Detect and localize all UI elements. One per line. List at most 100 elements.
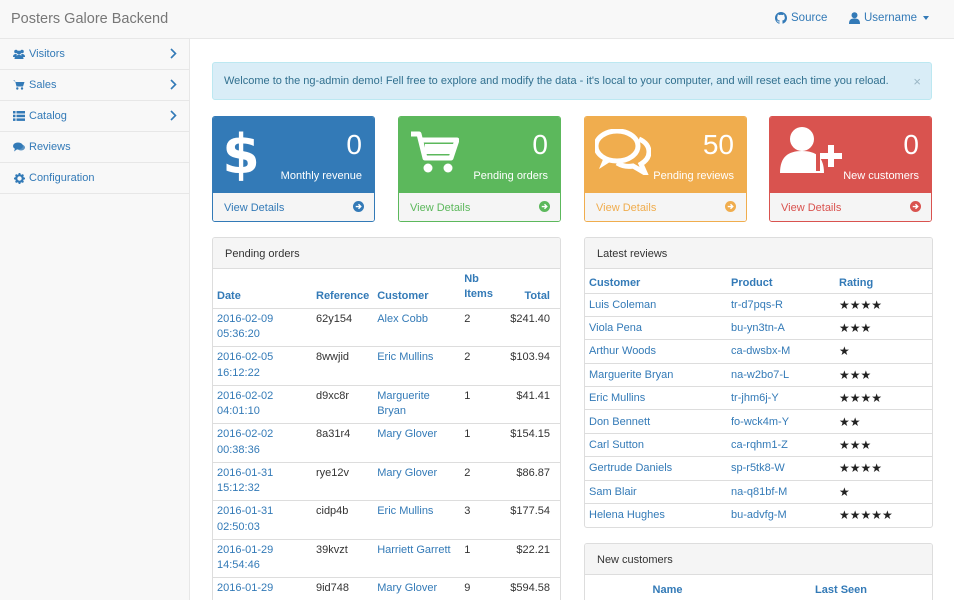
review-rating: ★★: [835, 409, 932, 434]
table-row: Arthur Woods ca-dwsbx-M ★: [585, 339, 932, 364]
review-customer[interactable]: Don Bennett: [585, 409, 727, 434]
sidebar-item-label: Catalog: [29, 110, 67, 122]
review-product[interactable]: na-q81bf-M: [727, 479, 835, 504]
sidebar-item-visitors[interactable]: Visitors: [0, 39, 189, 70]
review-rating: ★★★: [835, 315, 932, 340]
order-date[interactable]: 2016-02-05 16:12:22: [213, 346, 312, 385]
review-product[interactable]: tr-jhm6j-Y: [727, 386, 835, 410]
review-customer[interactable]: Helena Hughes: [585, 503, 727, 527]
order-customer[interactable]: Mary Glover: [373, 423, 461, 462]
column-header-nb-items[interactable]: Nb Items: [460, 269, 504, 308]
tile-value: 0: [532, 129, 548, 160]
view-details-link[interactable]: View Details: [213, 193, 374, 221]
review-rating: ★★★★: [835, 386, 932, 410]
column-header-date[interactable]: Date: [217, 289, 241, 302]
order-reference: 8a31r4: [312, 423, 374, 462]
order-customer-line1: Alex Cobb: [377, 312, 428, 325]
review-product[interactable]: fo-wck4m-Y: [727, 409, 835, 434]
list-icon: [13, 110, 25, 122]
review-customer[interactable]: Carl Sutton: [585, 432, 727, 457]
order-customer[interactable]: Harriett Garrett: [373, 538, 461, 578]
order-date-time: 14:54:46: [217, 559, 260, 571]
order-customer-line1: Mary Glover: [377, 428, 438, 440]
column-header-customer[interactable]: Customer: [377, 289, 429, 302]
order-date[interactable]: 2016-02-09 05:36:20: [213, 307, 312, 347]
tile-header: 0 Pending orders: [399, 117, 560, 193]
chevron-right-icon: [170, 110, 177, 121]
column-header-last-seen[interactable]: Last Seen: [815, 584, 867, 596]
review-product[interactable]: bu-yn3tn-A: [727, 315, 835, 340]
source-link[interactable]: Source: [775, 12, 827, 24]
order-date-time: 00:38:36: [217, 443, 260, 456]
order-customer[interactable]: Eric Mullins: [373, 346, 461, 385]
column-header-rating[interactable]: Rating: [839, 276, 874, 289]
review-product[interactable]: ca-rqhm1-Z: [727, 432, 835, 457]
order-date-day: 2016-02-02: [217, 389, 274, 402]
column-header-customer[interactable]: Customer: [589, 276, 641, 289]
comments-icon: [595, 129, 651, 175]
review-customer[interactable]: Marguerite Bryan: [585, 362, 727, 387]
order-date[interactable]: 2016-01-31 02:50:03: [213, 500, 312, 539]
order-customer-line1: Mary Glover: [377, 582, 438, 594]
review-customer[interactable]: Arthur Woods: [585, 339, 727, 364]
sidebar-item-label: Sales: [29, 79, 57, 91]
table-row: 2016-02-02 00:38:36 8a31r4 Mary Glover 1 $154…: [213, 423, 560, 462]
latest-reviews-table: Customer Product Rating Luis Coleman tr-d…: [585, 269, 932, 527]
order-customer[interactable]: Marguerite Bryan: [373, 384, 461, 424]
close-icon[interactable]: ×: [913, 74, 921, 89]
sidebar-item-catalog[interactable]: Catalog: [0, 101, 189, 132]
tile-label: Pending reviews: [653, 170, 734, 182]
order-customer[interactable]: Eric Mullins: [373, 500, 461, 539]
view-details-link[interactable]: View Details: [399, 193, 560, 221]
order-nb-items: 2: [460, 346, 505, 385]
sidebar-item-reviews[interactable]: Reviews: [0, 132, 189, 163]
review-product[interactable]: sp-r5tk8-W: [727, 456, 835, 481]
order-date-day: 2016-02-02: [217, 428, 274, 440]
table-row: 2016-02-05 16:12:22 8wwjid Eric Mullins 2 $10…: [213, 346, 560, 385]
app-title[interactable]: Posters Galore Backend: [11, 11, 169, 27]
sidebar-item-configuration[interactable]: Configuration: [0, 163, 189, 194]
tile-label: Monthly revenue: [280, 170, 362, 182]
order-customer[interactable]: Mary Glover: [373, 577, 461, 600]
latest-reviews-panel: Latest reviews Customer Product Rating L…: [584, 237, 933, 528]
new-customers-panel: New customers Name Last Seen: [584, 543, 933, 600]
review-customer[interactable]: Gertrude Daniels: [585, 456, 727, 481]
user-plus-icon: [780, 127, 842, 173]
review-rating: ★: [835, 479, 932, 504]
order-customer[interactable]: Alex Cobb: [373, 307, 461, 347]
order-reference: rye12v: [312, 461, 374, 501]
review-customer[interactable]: Eric Mullins: [585, 386, 727, 410]
order-date[interactable]: 2016-01-31 15:12:32: [213, 461, 312, 501]
sidebar-item-sales[interactable]: Sales: [0, 70, 189, 101]
order-date-day: 2016-01-29: [217, 582, 274, 594]
review-customer[interactable]: Luis Coleman: [585, 292, 727, 317]
review-product[interactable]: bu-advfg-M: [727, 503, 835, 527]
order-total: $86.87: [504, 461, 560, 501]
sidebar: Visitors Sales Catalog Reviews Configura…: [0, 39, 190, 600]
review-product[interactable]: tr-d7pqs-R: [727, 292, 835, 317]
order-total: $154.15: [504, 423, 560, 462]
user-menu[interactable]: Username: [849, 12, 930, 24]
order-customer[interactable]: Mary Glover: [373, 461, 461, 501]
order-nb-items: 1: [460, 538, 505, 578]
view-details-link[interactable]: View Details: [770, 193, 931, 221]
review-customer[interactable]: Viola Pena: [585, 315, 727, 340]
order-customer-line1: Eric Mullins: [377, 351, 434, 363]
review-product[interactable]: ca-dwsbx-M: [727, 339, 835, 364]
review-product[interactable]: na-w2bo7-L: [727, 362, 835, 387]
nb-label: Nb: [464, 272, 479, 285]
view-details-link[interactable]: View Details: [585, 193, 746, 221]
table-row: 2016-02-02 04:01:10 d9xc8r Marguerite Bryan 1…: [213, 384, 560, 424]
order-date[interactable]: 2016-01-29 14:54:46: [213, 538, 312, 578]
column-header-total[interactable]: Total: [524, 289, 550, 302]
order-date[interactable]: 2016-02-02 04:01:10: [213, 384, 312, 424]
column-header-product[interactable]: Product: [731, 276, 773, 289]
github-icon: [775, 12, 787, 24]
order-date[interactable]: 2016-02-02 00:38:36: [213, 423, 312, 462]
username-label: Username: [864, 12, 918, 24]
column-header-name[interactable]: Name: [652, 584, 683, 596]
table-row: 2016-01-31 15:12:32 rye12v Mary Glover 2 $86.…: [213, 461, 560, 501]
order-date[interactable]: 2016-01-29: [213, 577, 312, 600]
column-header-reference[interactable]: Reference: [316, 289, 370, 302]
review-customer[interactable]: Sam Blair: [585, 479, 727, 504]
